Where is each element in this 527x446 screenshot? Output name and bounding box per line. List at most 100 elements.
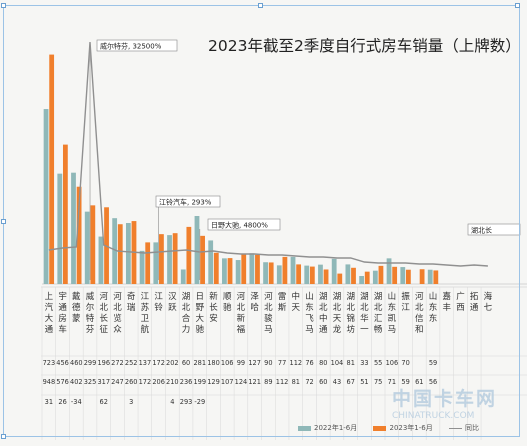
resize-handle-top-right[interactable]	[515, 3, 520, 8]
category-label: 河	[237, 291, 246, 302]
table-cell: 723	[43, 359, 56, 367]
bar-2022	[276, 265, 282, 284]
bar-2022	[249, 253, 255, 284]
bar-2023	[268, 262, 274, 284]
table-cell: 402	[70, 378, 83, 386]
category-label: 航	[141, 324, 150, 335]
bar-2023	[76, 186, 82, 284]
category-label: 斯	[278, 302, 287, 313]
category-label: 中	[292, 291, 301, 302]
resize-handle-middle-left[interactable]	[1, 219, 6, 224]
category-label: 山	[429, 291, 438, 302]
table-cell: 281	[193, 359, 206, 367]
table-cell: 90	[264, 359, 272, 367]
resize-handle-bottom-left[interactable]	[1, 434, 6, 439]
category-label: 湖	[182, 292, 191, 302]
annotation-label: 湖北长	[471, 226, 492, 235]
category-label: 海	[484, 291, 493, 302]
table-cell: 112	[276, 378, 289, 386]
bar-2022	[318, 264, 323, 284]
legend: 2022年1-6月 2023年1-6月 同比	[298, 423, 493, 433]
bar-2023	[241, 253, 247, 284]
bar-2022	[290, 256, 296, 284]
table-cell: 56	[429, 378, 437, 386]
bar-2023	[405, 269, 411, 284]
annotation-box	[155, 195, 221, 208]
table-cell: 51	[360, 378, 368, 386]
resize-handle-top-middle[interactable]	[258, 3, 263, 8]
annotation-box	[96, 39, 178, 52]
legend-item-yoy: 同比	[448, 424, 479, 432]
bar-2022	[372, 270, 378, 284]
table-cell: 260	[125, 378, 138, 386]
table-cell: 59	[429, 359, 437, 367]
bar-2022	[400, 267, 406, 284]
table-cell: 180	[207, 359, 220, 367]
bar-2022	[139, 250, 145, 284]
table-cell: 60	[319, 378, 327, 386]
category-label: 天	[292, 303, 301, 313]
category-label: 龙	[333, 324, 342, 335]
category-label: 车	[58, 324, 67, 335]
bar-2022	[304, 265, 310, 284]
category-label: 通	[319, 324, 328, 335]
table-cell: 129	[207, 378, 220, 386]
resize-handle-top-left[interactable]	[1, 3, 6, 8]
category-label: 大	[196, 313, 205, 324]
legend-label-2022: 2022年1-6月	[314, 424, 358, 432]
table-cell: 317	[97, 378, 110, 386]
category-label: 房	[58, 313, 67, 324]
category-label: 湖	[346, 292, 355, 302]
table-cell: 31	[45, 398, 53, 406]
bar-2023	[351, 267, 356, 284]
bar-2022	[194, 215, 200, 284]
table-cell: 104	[331, 359, 344, 367]
category-label: 长	[99, 313, 108, 324]
watermark-en: CHINATRUCK.COM	[392, 411, 475, 421]
table-cell: 247	[111, 378, 124, 386]
category-label: 征	[99, 324, 108, 335]
category-label: 北	[346, 303, 355, 313]
category-label: 览	[113, 313, 122, 324]
category-label: 振	[401, 291, 410, 302]
category-label: 湖	[333, 292, 342, 302]
bar-2022	[386, 258, 392, 284]
table-cell: 61	[415, 378, 423, 386]
bar-2023	[227, 258, 233, 284]
category-label: 福	[237, 324, 246, 335]
category-label: 卫	[141, 314, 150, 324]
table-cell: -34	[71, 398, 82, 406]
table-cell: 76	[305, 359, 313, 367]
category-label: 北	[319, 303, 328, 313]
bar-2022	[71, 172, 76, 284]
legend-swatch-2022	[298, 425, 311, 431]
table-cell: 127	[248, 359, 261, 367]
table-cell: 112	[290, 359, 303, 367]
table-cell: 4	[170, 398, 174, 406]
bar-2023	[419, 269, 425, 284]
bar-2022	[180, 269, 186, 284]
category-label: 江	[154, 292, 163, 302]
table-cell: 62	[100, 398, 108, 406]
category-label: 东	[388, 302, 397, 313]
category-label: 汇	[374, 314, 383, 324]
category-label: 安	[209, 313, 218, 324]
annotation-label: 威尔特芬, 32500%	[100, 42, 162, 51]
category-label: 合	[182, 313, 191, 324]
table-cell: 55	[374, 359, 382, 367]
bar-2023	[213, 252, 219, 284]
category-label: 天	[333, 314, 342, 324]
category-label: 德	[72, 302, 81, 313]
table-cell: 72	[305, 378, 313, 386]
category-label: 信	[415, 313, 424, 324]
table-cell: 89	[264, 378, 272, 386]
category-label: 北	[374, 303, 383, 313]
category-label: 跃	[168, 303, 177, 313]
bar-2022	[84, 211, 90, 284]
category-label: 河	[415, 291, 424, 302]
table-cell: 59	[401, 378, 409, 386]
table-cell: 80	[319, 359, 327, 367]
category-label: 马	[264, 325, 273, 335]
bar-2022	[57, 173, 63, 284]
category-label: 上	[45, 292, 54, 302]
